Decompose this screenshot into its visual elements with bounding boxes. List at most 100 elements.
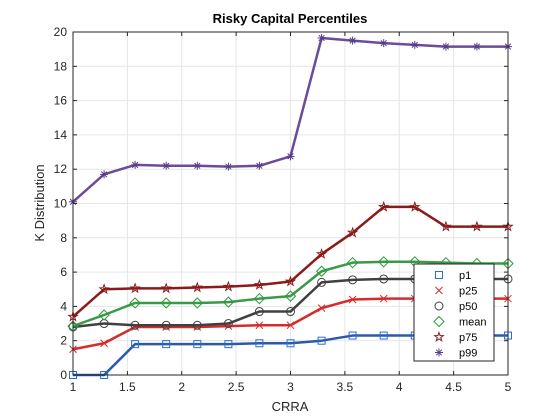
data-point-p50: [192, 320, 202, 330]
data-point-p1: [131, 340, 140, 349]
x-axis-label: CRRA: [272, 399, 309, 414]
data-point-p1: [348, 331, 357, 340]
legend-item-mean: mean: [433, 315, 487, 329]
legend-item-p25: p25: [435, 286, 477, 298]
data-point-p99: [286, 152, 295, 161]
x-tick-label: 3.5: [337, 380, 354, 394]
data-point-p75: [160, 282, 172, 294]
legend-item-p99: p99: [435, 348, 477, 360]
data-point-mean: [191, 297, 204, 309]
legend-marker-mean: [433, 315, 445, 328]
data-point-p99: [131, 160, 140, 169]
y-tick-label: 6: [60, 265, 67, 279]
data-point-p99: [100, 170, 109, 179]
legend-label-p50: p50: [459, 301, 477, 313]
data-point-p1: [286, 339, 295, 348]
y-axis-label: K Distribution: [32, 164, 47, 241]
x-tick-label: 1.5: [119, 380, 136, 394]
data-point-mean: [284, 290, 297, 302]
axis-ticks: 1 1.5 2 2.5 3 3.5 4 4.5 5 0 2 4 6 8 10 12 14 16 18 20: [54, 25, 512, 394]
x-tick-label: 2: [178, 380, 185, 394]
data-point-p99: [472, 42, 481, 51]
data-point-mean: [129, 297, 141, 309]
legend-item-p1: p1: [435, 270, 471, 282]
data-point-p75: [315, 248, 328, 259]
y-tick-label: 12: [54, 162, 68, 176]
data-point-mean: [377, 256, 390, 268]
data-point-mean: [160, 297, 172, 309]
data-point-p75: [471, 220, 483, 232]
series-p75: [67, 200, 514, 322]
y-tick-label: 4: [60, 299, 67, 313]
data-point-p25: [379, 294, 388, 303]
data-point-p25: [100, 339, 108, 348]
data-point-p25: [348, 295, 357, 304]
data-point-p50: [286, 307, 295, 317]
data-point-p99: [441, 42, 450, 51]
data-point-p75: [409, 200, 421, 212]
data-point-p50: [223, 319, 233, 329]
data-point-p25: [286, 321, 295, 330]
legend-item-p50: p50: [434, 301, 477, 313]
legend-marker-p25: [435, 286, 443, 295]
data-point-p99: [224, 162, 233, 171]
x-tick-label: 1: [70, 380, 77, 394]
legend-label-mean: mean: [459, 317, 487, 329]
x-tick-label: 2.5: [228, 380, 245, 394]
legend-marker-p75: [433, 330, 445, 342]
legend-marker-p50: [434, 301, 444, 311]
series-p99: [69, 34, 512, 206]
data-point-p1: [162, 340, 171, 349]
data-point-p50: [348, 275, 358, 285]
data-point-p75: [440, 220, 452, 232]
data-point-p75: [346, 226, 359, 238]
data-point-p99: [379, 39, 388, 48]
data-point-p1: [193, 340, 202, 349]
y-tick-label: 0: [60, 368, 67, 382]
y-tick-label: 20: [54, 25, 68, 39]
data-point-p99: [162, 161, 171, 170]
y-tick-label: 10: [54, 197, 68, 211]
data-point-mean: [253, 292, 266, 305]
y-tick-label: 16: [54, 94, 68, 108]
data-point-p99: [317, 34, 326, 43]
data-point-p99: [348, 36, 357, 45]
data-point-p1: [224, 340, 233, 349]
data-point-p75: [222, 280, 235, 292]
legend-item-p75: p75: [433, 330, 477, 344]
data-point-p75: [377, 200, 390, 212]
data-point-p99: [410, 40, 419, 49]
y-tick-label: 14: [54, 128, 68, 142]
y-tick-label: 18: [54, 59, 68, 73]
legend-label-p75: p75: [459, 332, 477, 344]
x-tick-label: 3: [287, 380, 294, 394]
data-point-p75: [253, 278, 266, 290]
legend-label-p99: p99: [459, 348, 477, 360]
data-point-p50: [161, 320, 171, 330]
data-point-mean: [98, 309, 110, 321]
data-point-mean: [315, 265, 328, 277]
data-point-p25: [317, 304, 326, 312]
data-point-p1: [317, 336, 326, 345]
data-point-p50: [379, 274, 389, 284]
legend-marker-p1: [435, 271, 443, 279]
data-point-p75: [191, 281, 204, 293]
data-point-p50: [254, 307, 264, 317]
data-point-p50: [130, 320, 140, 330]
legend: p1 p25 p50 mean p75 p99: [413, 263, 495, 362]
data-point-p99: [255, 161, 264, 170]
legend-label-p25: p25: [459, 286, 477, 298]
data-point-p25: [255, 321, 264, 330]
series-line-p75: [72, 205, 508, 318]
data-point-p75: [284, 275, 297, 287]
data-point-p75: [129, 282, 141, 294]
data-point-mean: [346, 256, 359, 269]
x-tick-label: 5: [505, 380, 512, 394]
data-point-p1: [379, 331, 388, 340]
legend-box: [413, 263, 495, 362]
y-tick-label: 8: [60, 231, 67, 245]
y-tick-label: 2: [60, 334, 67, 348]
x-tick-label: 4: [396, 380, 403, 394]
data-point-mean: [222, 296, 235, 308]
